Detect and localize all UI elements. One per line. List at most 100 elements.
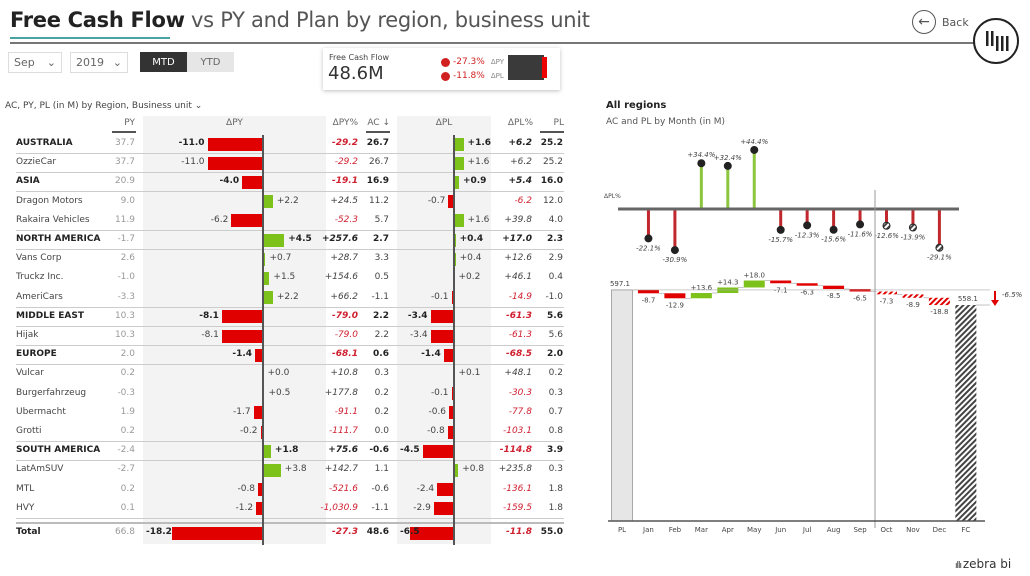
dpy-pct-value: -52.3 [334, 214, 358, 225]
lollipop-label: -22.1% [636, 244, 661, 252]
column-header-py[interactable]: PY [124, 118, 135, 128]
dpl-pct-value: -68.5 [506, 349, 532, 360]
lollipop-label: -30.9% [663, 256, 688, 264]
dpy-bar [256, 502, 262, 516]
row-label: LatAmSUV [16, 464, 64, 475]
row-label: MTL [16, 483, 35, 494]
row-label: NORTH AMERICA [16, 234, 101, 244]
column-header-ac[interactable]: AC ↓ [367, 118, 390, 128]
dpy-pct-value: -79.0 [332, 310, 358, 321]
dpy-bar [253, 406, 262, 420]
lollipop-dot [723, 161, 732, 170]
waterfall-label: -8.9 [906, 301, 920, 309]
dpl-pct-value: +17.0 [502, 234, 532, 244]
waterfall-label-start: 597.1 [610, 280, 630, 288]
column-header-dpy[interactable]: ΔPY [226, 118, 243, 128]
pl-value: 1.8 [548, 502, 563, 513]
dpy-pct-value: +154.6 [324, 272, 358, 283]
dpy-pct-value: -68.1 [332, 349, 358, 360]
lollipop-dot [750, 145, 759, 154]
dpy-label: -8.1 [201, 330, 219, 340]
dpl-pct-value: +12.6 [504, 253, 532, 264]
month-dropdown[interactable]: Sep ⌄ [8, 52, 62, 73]
py-value: 0.2 [120, 483, 135, 494]
dpy-pct-value: -29.2 [332, 138, 358, 148]
table-title[interactable]: AC, PY, PL (in M) by Region, Business un… [5, 101, 203, 111]
row-divider [16, 172, 564, 174]
row-divider [16, 345, 564, 346]
row-label: AmeriCars [16, 291, 63, 302]
row-divider [16, 364, 564, 366]
dpy-bar [262, 271, 270, 285]
py-value: 37.7 [114, 157, 135, 168]
py-value: -2.4 [117, 445, 135, 456]
column-header-dpl-pct[interactable]: ΔPL% [507, 118, 533, 128]
dpl-pct-value: +48.1 [504, 368, 532, 379]
dpy-bar [221, 310, 262, 324]
row-label: Rakaira Vehicles [16, 214, 90, 225]
dpl-bar [453, 214, 464, 228]
kpi-delta-pl: -11.8% ΔPL [441, 71, 504, 81]
dpy-label: -11.0 [178, 138, 205, 148]
ytd-button[interactable]: YTD [187, 52, 234, 72]
py-value: -0.3 [117, 387, 135, 398]
column-header-dpl[interactable]: ΔPL [435, 118, 453, 128]
dpl-label: -3.4 [409, 330, 428, 340]
ac-value: 0.2 [374, 387, 389, 398]
lollipop-dot [803, 221, 812, 230]
kpi-card: Free Cash Flow 48.6M -27.3% ΔPY -11.8% ΔPL [323, 48, 560, 90]
ac-value: 26.7 [368, 157, 389, 168]
dpy-label: -1.2 [235, 502, 254, 513]
dpy-label: -8.1 [199, 310, 219, 321]
waterfall-bar [690, 293, 712, 299]
waterfall-bar-pl [611, 289, 633, 522]
dpy-bar [231, 214, 262, 228]
py-value: 66.8 [114, 527, 135, 537]
dpy-pct-value: -1,030.9 [320, 502, 358, 513]
row-label: OzzieCar [16, 157, 57, 168]
back-button[interactable]: ← Back [912, 10, 969, 34]
pl-value: 2.3 [547, 234, 563, 244]
dpl-label: +1.6 [467, 157, 490, 168]
dpl-label: -1.4 [421, 349, 441, 360]
dpl-label: -4.5 [400, 445, 420, 456]
dpy-bar [258, 483, 262, 497]
dpl-label: +0.2 [458, 272, 481, 283]
column-header-pl[interactable]: PL [553, 118, 564, 128]
dpy-pct-value: +177.8 [324, 387, 358, 398]
dpl-pct-value: -77.8 [508, 406, 532, 417]
x-tick-label: Jun [774, 526, 786, 534]
brand-footer: ıllı zebra bi [955, 557, 1012, 571]
dpl-pct-value: -14.9 [508, 291, 532, 302]
x-tick-label: FC [961, 526, 970, 534]
mtd-button[interactable]: MTD [140, 52, 187, 72]
lollipop-label: -12.6% [874, 232, 899, 240]
arrow-down-icon [991, 300, 999, 307]
dpy-bar [262, 252, 266, 266]
waterfall-bar [928, 297, 950, 306]
column-header-dpy-pct[interactable]: ΔPY% [332, 118, 358, 128]
pl-value: 16.0 [540, 176, 563, 187]
lollipop-label: +44.4% [740, 138, 768, 146]
sort-underline [540, 131, 564, 133]
pl-value: 12.0 [542, 195, 563, 206]
kpi-delta-py: -27.3% ΔPY [441, 57, 504, 67]
kpi-value: 48.6M [328, 63, 384, 84]
py-value: 11.9 [114, 214, 135, 225]
x-tick-label: Nov [906, 526, 920, 534]
ac-value: -1.1 [371, 502, 389, 513]
row-label: ASIA [16, 176, 40, 187]
sort-underline [366, 131, 390, 133]
pl-value: 0.3 [548, 387, 563, 398]
kpi-bar-variance [542, 57, 547, 78]
pl-value: 5.6 [548, 330, 563, 340]
x-tick-label: Feb [669, 526, 682, 534]
lollipop-label: -13.9% [901, 233, 926, 241]
dpy-pct-value: -521.6 [328, 483, 358, 494]
year-dropdown[interactable]: 2019 ⌄ [70, 52, 128, 73]
py-value: 37.7 [114, 138, 135, 148]
py-value: 0.2 [120, 368, 135, 379]
dpl-pct-value: -103.1 [502, 426, 532, 436]
ac-value: 0.6 [373, 349, 389, 360]
